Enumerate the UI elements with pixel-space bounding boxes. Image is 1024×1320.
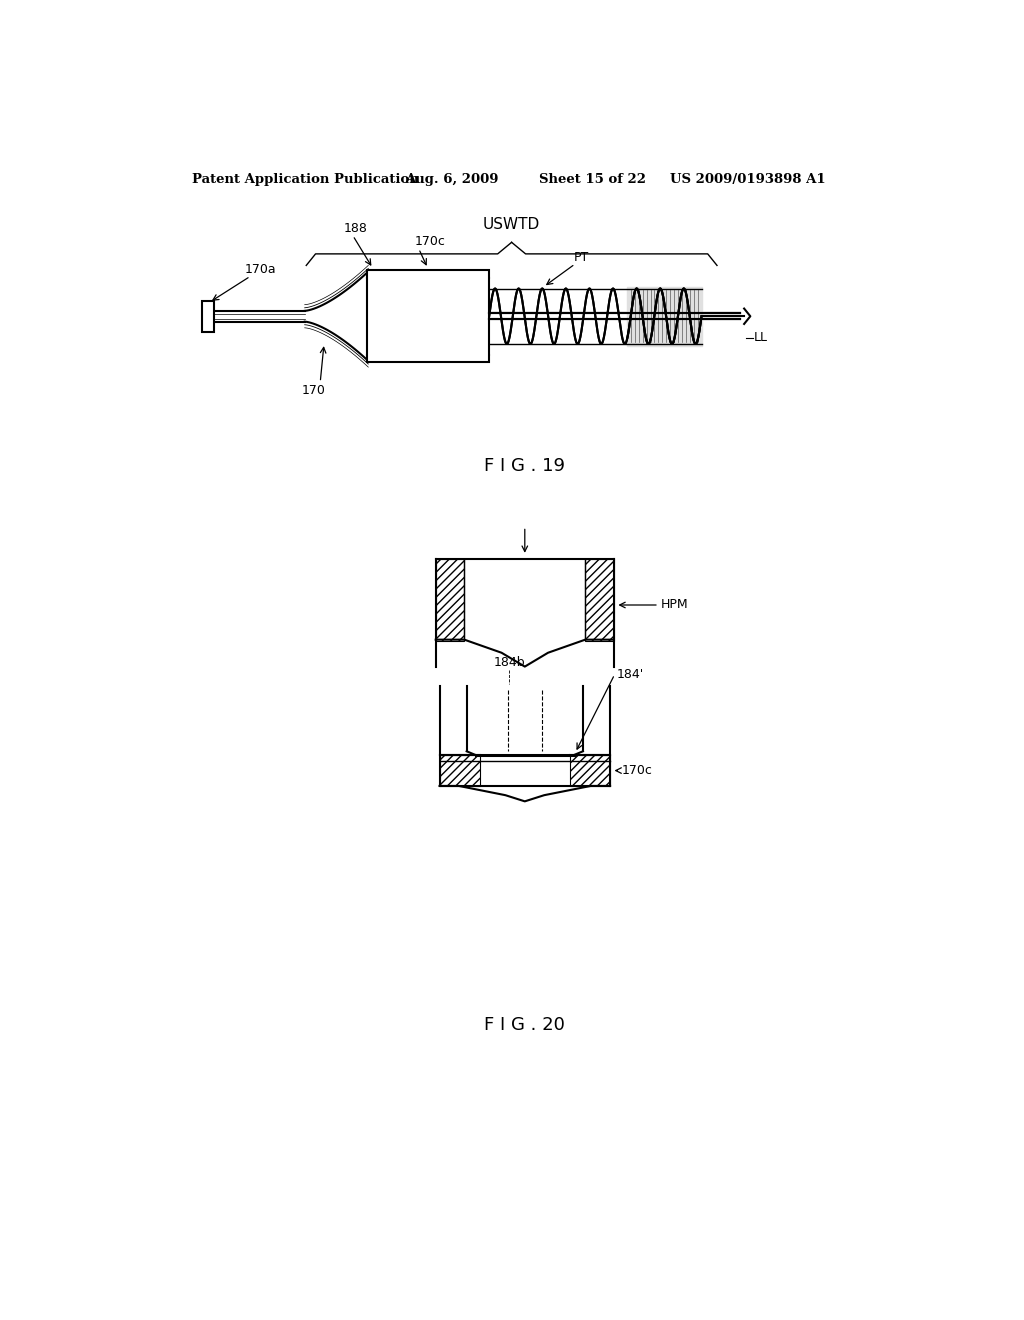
Text: Sheet 15 of 22: Sheet 15 of 22: [539, 173, 646, 186]
Text: 170a: 170a: [245, 263, 275, 276]
Text: 170c: 170c: [415, 235, 445, 248]
Text: Patent Application Publication: Patent Application Publication: [193, 173, 419, 186]
Text: PT: PT: [573, 251, 589, 264]
Text: 188: 188: [343, 222, 368, 235]
Text: 184': 184': [616, 668, 643, 681]
Text: F I G . 19: F I G . 19: [484, 458, 565, 475]
Text: 184b: 184b: [494, 656, 525, 669]
Text: Aug. 6, 2009: Aug. 6, 2009: [406, 173, 499, 186]
Bar: [569, 755, 610, 785]
Bar: [439, 755, 480, 785]
Bar: [586, 558, 614, 642]
Text: 170c: 170c: [622, 764, 652, 777]
Bar: [202, 301, 214, 331]
Bar: [367, 271, 489, 363]
Bar: [435, 558, 464, 642]
Text: US 2009/0193898 A1: US 2009/0193898 A1: [671, 173, 826, 186]
Text: LL: LL: [754, 331, 767, 345]
Text: F I G . 20: F I G . 20: [484, 1015, 565, 1034]
Text: HPM: HPM: [660, 598, 688, 611]
Text: 170: 170: [302, 384, 326, 397]
Text: USWTD: USWTD: [483, 216, 541, 231]
